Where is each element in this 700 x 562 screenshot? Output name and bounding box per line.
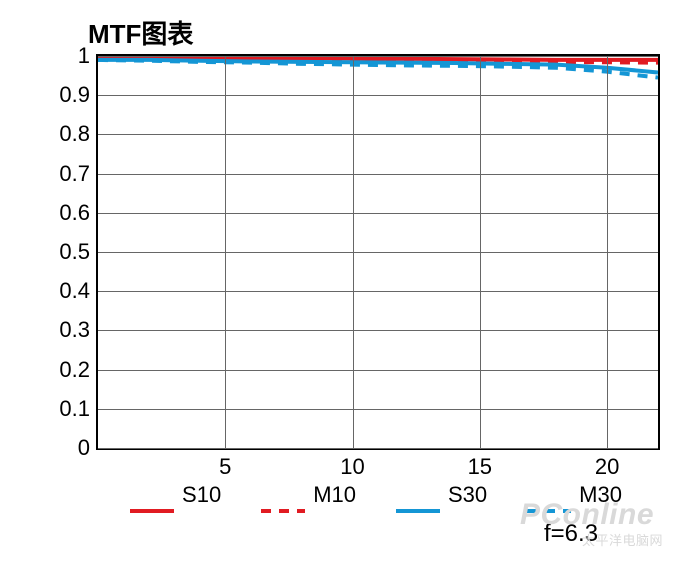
legend-swatch: [396, 493, 440, 497]
legend-swatch: [261, 493, 305, 497]
grid-line-h: [98, 330, 658, 331]
y-tick-label: 0.8: [59, 121, 90, 147]
grid-line-v: [225, 56, 226, 448]
legend-swatch: [527, 493, 571, 497]
grid-line-v: [353, 56, 354, 448]
y-tick-label: 0.3: [59, 317, 90, 343]
grid-line-h: [98, 252, 658, 253]
y-tick-label: 0.5: [59, 239, 90, 265]
grid-line-h: [98, 95, 658, 96]
y-tick-label: 1: [78, 43, 90, 69]
legend-label: S30: [448, 482, 487, 508]
watermark-main: PConline: [520, 498, 654, 532]
legend-swatch: [130, 493, 174, 497]
grid-line-h: [98, 448, 658, 449]
grid-line-h: [98, 174, 658, 175]
grid-line-h: [98, 213, 658, 214]
x-tick-label: 10: [340, 454, 364, 480]
grid-line-h: [98, 370, 658, 371]
plot-area: 00.10.20.30.40.50.60.70.80.915101520: [96, 54, 660, 450]
grid-line-h: [98, 134, 658, 135]
y-tick-label: 0.4: [59, 278, 90, 304]
x-tick-label: 15: [468, 454, 492, 480]
y-tick-label: 0.6: [59, 200, 90, 226]
y-tick-label: 0.1: [59, 396, 90, 422]
legend-label: M10: [313, 482, 356, 508]
legend-item-S10: S10: [130, 482, 221, 508]
y-tick-label: 0.7: [59, 161, 90, 187]
grid-line-v: [480, 56, 481, 448]
watermark-sub: 太平洋电脑网: [582, 530, 663, 549]
grid-line-h: [98, 409, 658, 410]
grid-line-h: [98, 56, 658, 57]
grid-line-v: [607, 56, 608, 448]
y-tick-label: 0.9: [59, 82, 90, 108]
x-tick-label: 20: [595, 454, 619, 480]
legend-label: S10: [182, 482, 221, 508]
legend-item-M10: M10: [261, 482, 356, 508]
chart-title: MTF图表: [88, 14, 193, 51]
legend-item-S30: S30: [396, 482, 487, 508]
x-tick-label: 5: [219, 454, 231, 480]
mtf-chart-container: MTF图表 00.10.20.30.40.50.60.70.80.9151015…: [0, 0, 700, 562]
y-tick-label: 0: [78, 435, 90, 461]
grid-line-h: [98, 291, 658, 292]
y-tick-label: 0.2: [59, 357, 90, 383]
